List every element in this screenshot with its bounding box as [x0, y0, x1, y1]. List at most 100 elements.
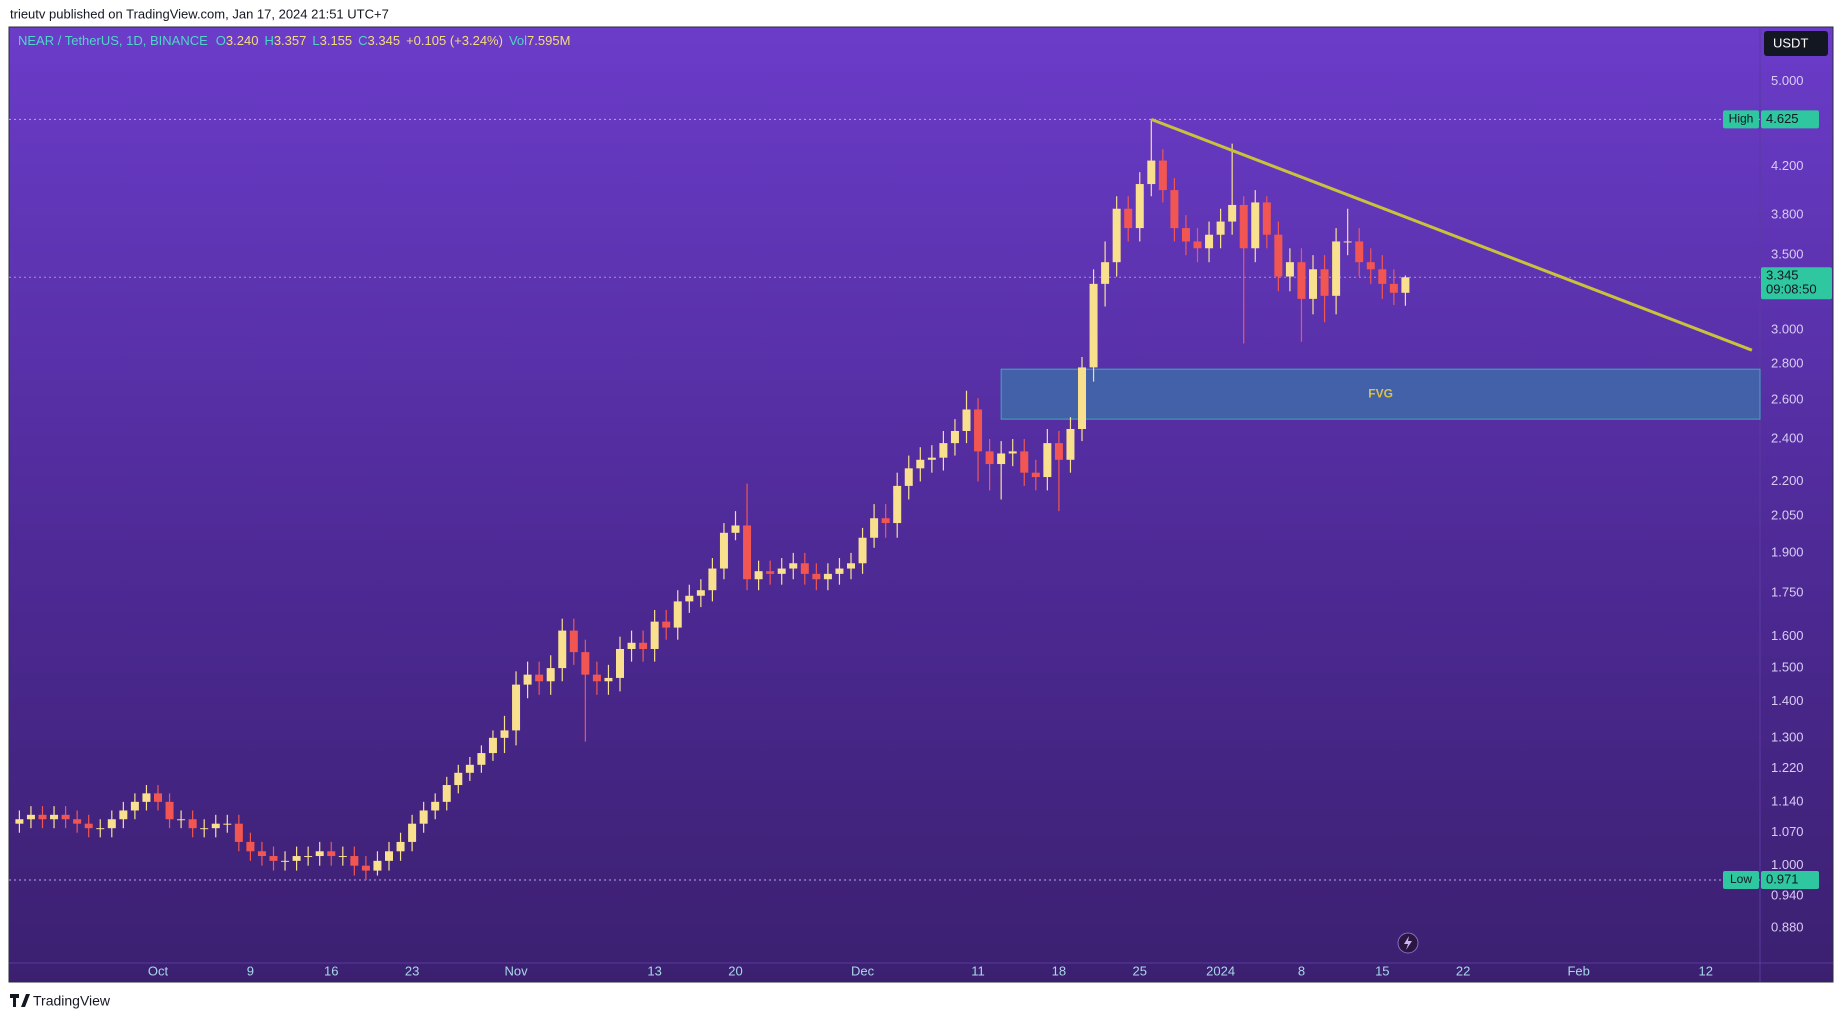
high_marker-price-box [1761, 110, 1819, 129]
candle-body [870, 518, 879, 538]
candle-body [465, 764, 474, 773]
candle-body [1228, 204, 1237, 222]
legend-key: C [358, 33, 367, 48]
legend-key: Vol [509, 33, 527, 48]
candle-body [639, 642, 648, 649]
x-tick-label: 15 [1375, 963, 1389, 978]
icon-bolt [1404, 936, 1412, 950]
legend-value: 3.357 [274, 33, 307, 48]
candle-body [1343, 241, 1352, 243]
candle-body [419, 810, 428, 824]
y-tick-label: 4.200 [1771, 158, 1804, 173]
candle-body [327, 851, 336, 857]
candle-body [881, 518, 890, 524]
candle-body [985, 451, 994, 465]
last-price: 3.345 [1766, 268, 1799, 283]
candle-body [1401, 277, 1410, 293]
candle-body [1158, 160, 1167, 191]
candle-body [604, 677, 613, 682]
y-tick-label: 1.750 [1771, 584, 1804, 599]
candle-body [1239, 204, 1248, 249]
candle-body [1043, 443, 1052, 478]
candle-body [246, 841, 255, 852]
candle-body [38, 814, 47, 820]
candle-body [1297, 262, 1306, 299]
currency-label: USDT [1773, 35, 1808, 50]
x-tick-label: 25 [1133, 963, 1147, 978]
candle-body [719, 532, 728, 569]
candle-body [974, 409, 983, 452]
candle-body [523, 674, 532, 685]
logo-icon [10, 994, 30, 1007]
fvg-label: FVG [1368, 386, 1393, 400]
candle-body [558, 630, 567, 669]
candle-body [1332, 241, 1341, 296]
candle-body [454, 772, 463, 786]
candle-body [754, 571, 763, 580]
y-tick-label: 0.940 [1771, 887, 1804, 902]
candle-body [650, 621, 659, 649]
x-tick-label: 13 [647, 963, 661, 978]
y-tick-label: 3.000 [1771, 322, 1804, 337]
candle-body [442, 785, 451, 802]
x-tick-label: Nov [504, 963, 528, 978]
candle-body [904, 468, 913, 486]
y-tick-label: 3.800 [1771, 207, 1804, 222]
x-tick-label: 23 [405, 963, 419, 978]
candle-body [939, 443, 948, 458]
candle-body [500, 730, 509, 738]
legend-value: 3.155 [320, 33, 353, 48]
y-tick-label: 5.000 [1771, 73, 1804, 88]
candle-body [1170, 190, 1179, 229]
candle-body [477, 753, 486, 765]
candle-body [743, 525, 752, 580]
candle-body [581, 652, 590, 675]
candle-body [731, 525, 740, 533]
candle-body [408, 823, 417, 842]
candle-body [61, 814, 70, 820]
legend-value: 3.240 [226, 33, 259, 48]
candle-body [200, 828, 209, 830]
candle-body [1101, 262, 1110, 284]
candle-body [1031, 472, 1040, 478]
candle-body [292, 856, 301, 861]
legend-value: 3.345 [368, 33, 401, 48]
candle-body [1366, 262, 1375, 270]
candle-body [153, 793, 162, 802]
candle-body [281, 860, 290, 862]
candle-body [50, 814, 59, 820]
candle-body [1124, 208, 1133, 229]
candle-body [26, 814, 35, 820]
y-tick-label: 1.400 [1771, 693, 1804, 708]
candle-body [384, 851, 393, 861]
trend-line [1150, 117, 1753, 352]
x-tick-label: 2024 [1206, 963, 1235, 978]
candle-body [512, 684, 521, 731]
candle-body [1389, 283, 1398, 293]
candle-body [823, 573, 832, 580]
y-tick-label: 1.220 [1771, 760, 1804, 775]
y-tick-label: 3.500 [1771, 247, 1804, 262]
candle-body [338, 856, 347, 858]
candle-body [1378, 269, 1387, 284]
candle-body [569, 630, 578, 653]
candle-body [766, 571, 775, 574]
candle-body [1181, 228, 1190, 242]
candle-body [396, 841, 405, 852]
candle-body [1285, 262, 1294, 277]
candle-body [1355, 241, 1364, 263]
x-tick-label: 11 [971, 963, 985, 978]
publish-header: trieutv published on TradingView.com, Ja… [10, 6, 389, 21]
y-tick-label: 2.600 [1771, 391, 1804, 406]
candle-body [315, 851, 324, 857]
candle-body [616, 648, 625, 678]
candle-body [107, 819, 116, 829]
last-price-box [1761, 267, 1832, 300]
candle-body [211, 823, 220, 829]
currency-button[interactable] [1764, 31, 1828, 56]
y-tick-label: 2.800 [1771, 355, 1804, 370]
high_marker-tag [1723, 110, 1759, 129]
legend-symbol: NEAR / TetherUS, 1D, BINANCE [18, 33, 208, 48]
footer-logo [10, 994, 30, 1007]
